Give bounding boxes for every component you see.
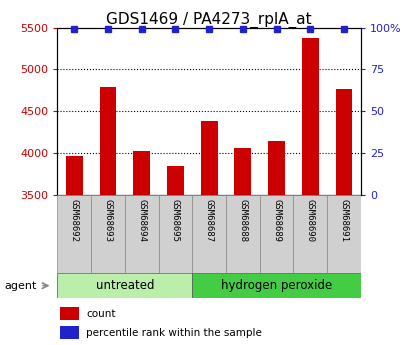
Text: untreated: untreated (95, 279, 154, 292)
Bar (57, 195, 91, 273)
Text: GSM68690: GSM68690 (305, 199, 314, 242)
Text: GSM68694: GSM68694 (137, 199, 146, 242)
Text: GSM68688: GSM68688 (238, 199, 247, 242)
Bar (166, 167, 183, 195)
Bar (301, 38, 318, 195)
Bar (192, 195, 225, 273)
Text: agent: agent (4, 281, 36, 290)
Bar (133, 151, 150, 195)
Text: GSM68693: GSM68693 (103, 199, 112, 242)
Text: percentile rank within the sample: percentile rank within the sample (86, 328, 261, 338)
Text: hydrogen peroxide: hydrogen peroxide (220, 279, 331, 292)
Bar (91, 195, 124, 273)
Bar (293, 195, 326, 273)
Text: GSM68695: GSM68695 (171, 199, 180, 242)
Text: GSM68687: GSM68687 (204, 199, 213, 242)
Bar (60, 326, 79, 339)
Bar (158, 195, 192, 273)
Bar (99, 87, 116, 195)
Bar (192, 273, 360, 298)
Bar (225, 195, 259, 273)
Text: GSM68691: GSM68691 (339, 199, 348, 242)
Bar (234, 148, 251, 195)
Bar (57, 273, 192, 298)
Title: GDS1469 / PA4273_rplA_at: GDS1469 / PA4273_rplA_at (106, 11, 311, 28)
Bar (259, 195, 293, 273)
Bar (200, 121, 217, 195)
Bar (124, 195, 158, 273)
Bar (66, 156, 83, 195)
Bar (335, 89, 351, 195)
Bar (267, 140, 284, 195)
Bar (326, 195, 360, 273)
Bar (60, 307, 79, 320)
Text: count: count (86, 309, 115, 319)
Text: GSM68692: GSM68692 (70, 199, 79, 242)
Text: GSM68689: GSM68689 (271, 199, 280, 242)
